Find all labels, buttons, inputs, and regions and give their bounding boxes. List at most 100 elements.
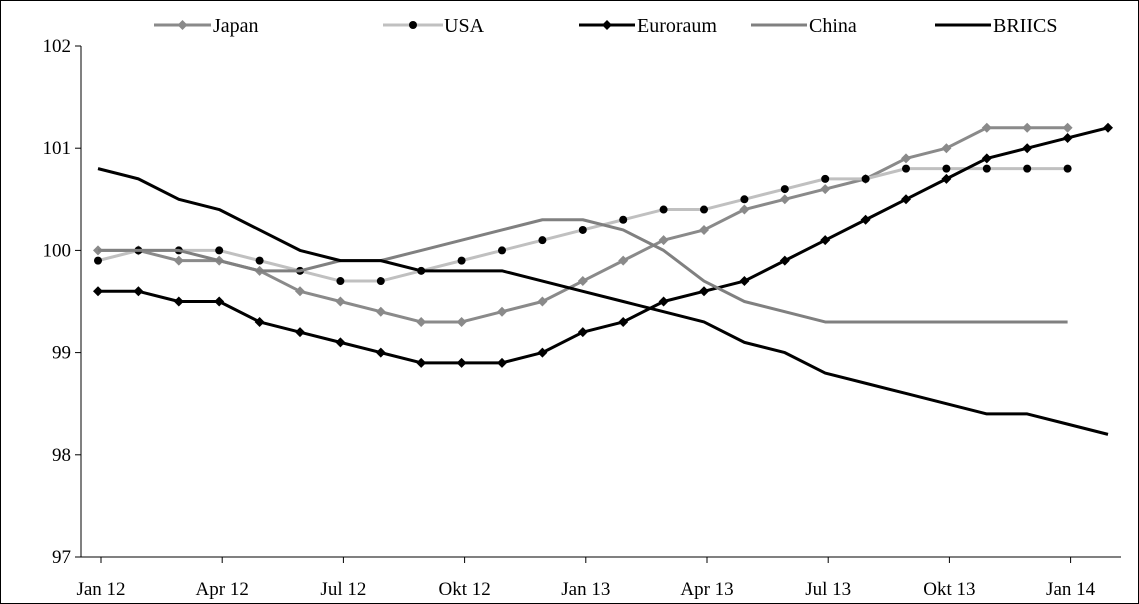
data-point-usa (498, 246, 506, 255)
data-point-japan (335, 296, 346, 307)
y-tick-label: 98 (52, 445, 71, 466)
series-line-usa (97, 167, 1068, 283)
data-point-euroraum (1103, 122, 1113, 133)
series-line-euroraum (98, 126, 1109, 365)
legend-label-euroraum: Euroraum (637, 15, 717, 37)
x-tick-label: Jul 13 (805, 579, 851, 600)
legend-item-euroraum: Euroraum (579, 15, 717, 37)
x-tick-label: Jan 14 (1046, 579, 1096, 600)
data-point-usa (619, 215, 628, 224)
data-point-euroraum (93, 286, 103, 297)
legend-label-briics: BRIICS (993, 15, 1057, 37)
data-point-euroraum (497, 357, 507, 368)
data-point-usa (336, 277, 345, 286)
legend-item-usa: USA (383, 15, 485, 37)
data-point-usa (376, 277, 385, 286)
data-point-euroraum (416, 357, 427, 368)
x-tick-label: Jul 12 (320, 579, 366, 600)
data-point-usa (902, 164, 910, 173)
data-point-euroraum (820, 235, 831, 246)
series-line-briics (97, 167, 1109, 436)
data-point-japan (658, 235, 669, 246)
data-point-japan (456, 316, 467, 327)
series-japan (93, 122, 1073, 327)
data-point-euroraum (173, 296, 184, 307)
legend-label-china: China (809, 15, 857, 37)
data-point-japan (173, 255, 184, 266)
y-tick-label: 101 (43, 138, 72, 159)
data-point-japan (537, 296, 548, 307)
data-point-usa (538, 236, 547, 245)
x-tick-label: Jan 12 (76, 579, 125, 600)
data-point-japan (416, 316, 427, 327)
data-point-usa (94, 256, 102, 265)
data-point-euroraum (335, 337, 346, 348)
data-point-usa (861, 174, 870, 183)
y-tick-label: 99 (52, 343, 71, 364)
series-briics (97, 167, 1109, 436)
legend-marker-usa (409, 21, 417, 29)
data-point-usa (215, 246, 224, 255)
data-point-usa (578, 225, 587, 234)
data-point-usa (740, 195, 749, 204)
y-tick-label: 97 (52, 547, 71, 568)
data-point-japan (981, 122, 992, 133)
x-tick-label: Jan 13 (561, 579, 610, 600)
data-point-japan (295, 286, 305, 297)
series-usa (94, 164, 1072, 286)
data-point-usa (700, 205, 708, 214)
data-point-usa (821, 174, 830, 183)
data-point-euroraum (1022, 143, 1033, 154)
data-point-japan (941, 143, 952, 154)
data-point-japan (699, 224, 709, 235)
data-point-japan (497, 306, 507, 317)
data-point-japan (1022, 122, 1033, 133)
data-point-usa (659, 205, 668, 214)
data-point-euroraum (658, 296, 669, 307)
y-tick-label: 102 (43, 36, 72, 57)
data-point-usa (982, 164, 991, 173)
data-point-euroraum (618, 316, 629, 327)
data-point-usa (1023, 164, 1032, 173)
data-point-euroraum (860, 214, 871, 225)
axes: 97 98 99 100 101 102 Jan 12 Apr 12 Jul 12 Okt 12 J… (43, 36, 1121, 600)
data-point-euroraum (901, 194, 911, 205)
data-point-euroraum (699, 286, 709, 297)
data-point-euroraum (456, 357, 467, 368)
data-point-euroraum (981, 153, 992, 164)
data-point-japan (820, 184, 831, 195)
legend-marker-euroraum (602, 20, 612, 30)
data-point-euroraum (133, 286, 144, 297)
data-point-usa (942, 164, 951, 173)
legend-item-china: China (751, 15, 857, 37)
data-point-usa (780, 185, 789, 194)
data-point-euroraum (779, 255, 790, 266)
legend-item-japan: Japan (154, 15, 259, 37)
data-point-euroraum (739, 276, 750, 287)
data-point-usa (1063, 164, 1072, 173)
series-china (98, 218, 1068, 324)
y-tick-label: 100 (43, 240, 72, 261)
data-point-japan (901, 153, 911, 164)
series-layer (93, 122, 1113, 436)
data-point-euroraum (537, 347, 548, 358)
data-point-euroraum (1062, 132, 1073, 143)
data-point-japan (779, 194, 790, 205)
data-point-euroraum (214, 296, 225, 307)
legend: Japan USA Euroraum China BRIICS (154, 15, 1057, 37)
legend-label-usa: USA (444, 15, 485, 37)
data-point-euroraum (941, 173, 952, 184)
data-point-japan (375, 306, 386, 317)
data-point-japan (1062, 122, 1073, 133)
x-tick-label: Okt 12 (438, 579, 490, 600)
data-point-japan (739, 204, 750, 215)
legend-marker-japan (177, 20, 188, 30)
x-tick-label: Apr 13 (680, 579, 733, 600)
data-point-usa (457, 256, 466, 265)
x-tick-label: Okt 13 (923, 579, 975, 600)
data-point-usa (255, 256, 264, 265)
data-point-euroraum (254, 316, 265, 327)
data-point-euroraum (375, 347, 386, 358)
